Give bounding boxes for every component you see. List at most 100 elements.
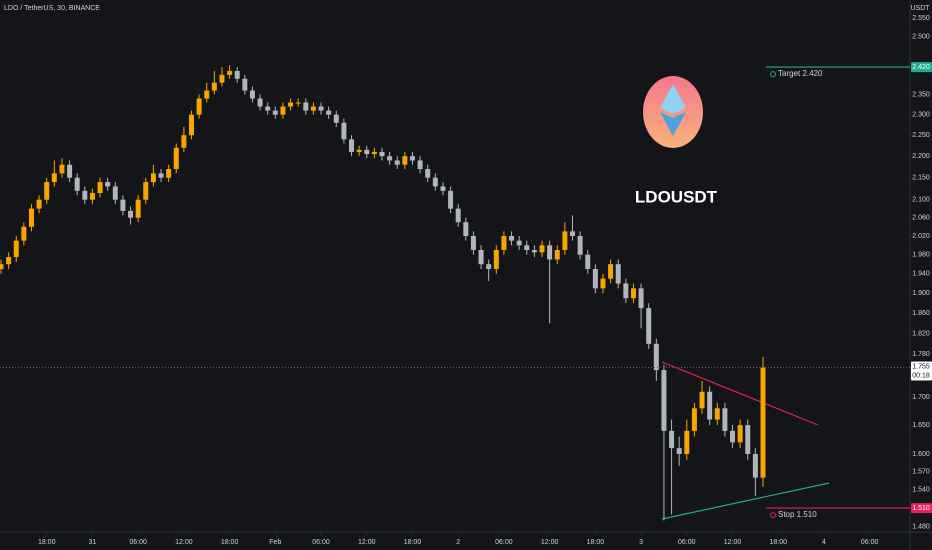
candle-body [470,236,476,250]
candle-body [67,164,73,178]
y-tick-label: 1.540 [912,487,930,494]
y-tick-label: 1.600 [912,451,930,458]
resistance-trendline [661,361,819,426]
candle-body [318,106,324,111]
candle-body [341,122,347,140]
x-tick-label: 2 [456,539,460,546]
x-tick-label: 12:00 [724,539,742,546]
stop-text: Stop 1.510 [778,510,817,519]
candle-body [128,210,134,218]
candle-body [394,160,400,165]
candle-body [6,257,12,265]
y-tick-label: 2.150 [912,175,930,182]
candle-body [59,164,65,174]
candle-body [28,208,34,227]
x-tick-label: 06:00 [129,539,147,546]
chart-title: LDO / TetherUS, 30, BINANCE [4,5,100,12]
y-tick-label: 1.820 [912,330,930,337]
candle-body [189,114,194,136]
candle-body [379,151,385,157]
candle-body [143,182,149,200]
candle-body [44,182,50,200]
candle-body [234,70,240,79]
candle-body [714,408,720,420]
candle-body [539,245,545,253]
x-tick-label: 06:00 [861,539,879,546]
y-tick-label: 1.700 [912,394,930,401]
candle-body [516,240,522,246]
candle-body [417,160,423,170]
candle-body [0,264,4,269]
y-tick-label: 2.060 [912,215,930,222]
candle-body [166,169,172,178]
candle-body [486,264,492,269]
stop-tag-label: 1.510 [912,505,930,512]
y-tick-label: 1.980 [912,252,930,259]
candle-body [669,430,675,449]
candle-body [463,222,469,237]
candle-body [630,288,636,299]
candle-body [21,226,27,241]
x-tick-label: 18:00 [38,539,56,546]
stop-tag [911,503,932,514]
candle-body [493,249,499,269]
candle-body [135,199,141,218]
x-tick-label: 06:00 [495,539,513,546]
target-icon [770,71,776,78]
candle-body [288,102,294,107]
y-tick-label: 1.860 [912,310,930,317]
x-tick-label: 18:00 [587,539,605,546]
stop-icon [770,512,776,519]
candle-body [272,110,278,115]
candle-body [204,90,210,99]
y-tick-label: 1.900 [912,290,930,297]
x-tick-label: 06:00 [678,539,696,546]
target-tag [911,62,932,73]
candle-body [448,190,454,209]
x-tick-label: 12:00 [358,539,376,546]
candle-body [196,98,202,115]
x-tick-label: 3 [639,539,643,546]
candle-body [356,149,362,152]
candle-body [280,106,286,115]
candle-body [752,453,758,478]
candle-body [36,199,42,209]
candle-body [592,268,598,289]
candle-body [699,391,705,409]
y-tick-label: 1.650 [912,422,930,429]
x-tick-label: 12:00 [541,539,559,546]
candle-body [112,186,118,200]
candle-body [455,208,461,223]
candle-body [211,82,217,91]
countdown-label: 00:18 [912,372,930,379]
candle-body [531,249,537,253]
candle-body [249,90,255,99]
candle-body [600,278,606,289]
candle-body [371,151,377,155]
candle-body [745,425,751,454]
candle-body [425,169,431,178]
candle-body [295,102,301,104]
candle-body [333,114,339,123]
x-tick-label: Feb [269,539,281,546]
y-tick-label: 2.200 [912,153,930,160]
watermark: LDOUSDT [635,187,718,206]
candle-body [615,264,621,284]
candle-body [432,177,438,187]
candle-body [478,249,484,265]
candle-body [326,110,332,115]
candle-body [554,249,560,260]
y-tick-label: 2.550 [912,15,930,22]
x-tick-label: 12:00 [175,539,193,546]
candle-body [402,156,408,165]
candle-body [707,391,713,420]
candle-body [158,173,164,178]
y-tick-label: 2.300 [912,111,930,118]
candle-body [676,448,682,454]
y-tick-label: 1.780 [912,351,930,358]
candle-body [577,236,583,255]
candle-body [661,370,667,431]
candle-body [562,231,568,250]
candle-body [364,149,370,155]
